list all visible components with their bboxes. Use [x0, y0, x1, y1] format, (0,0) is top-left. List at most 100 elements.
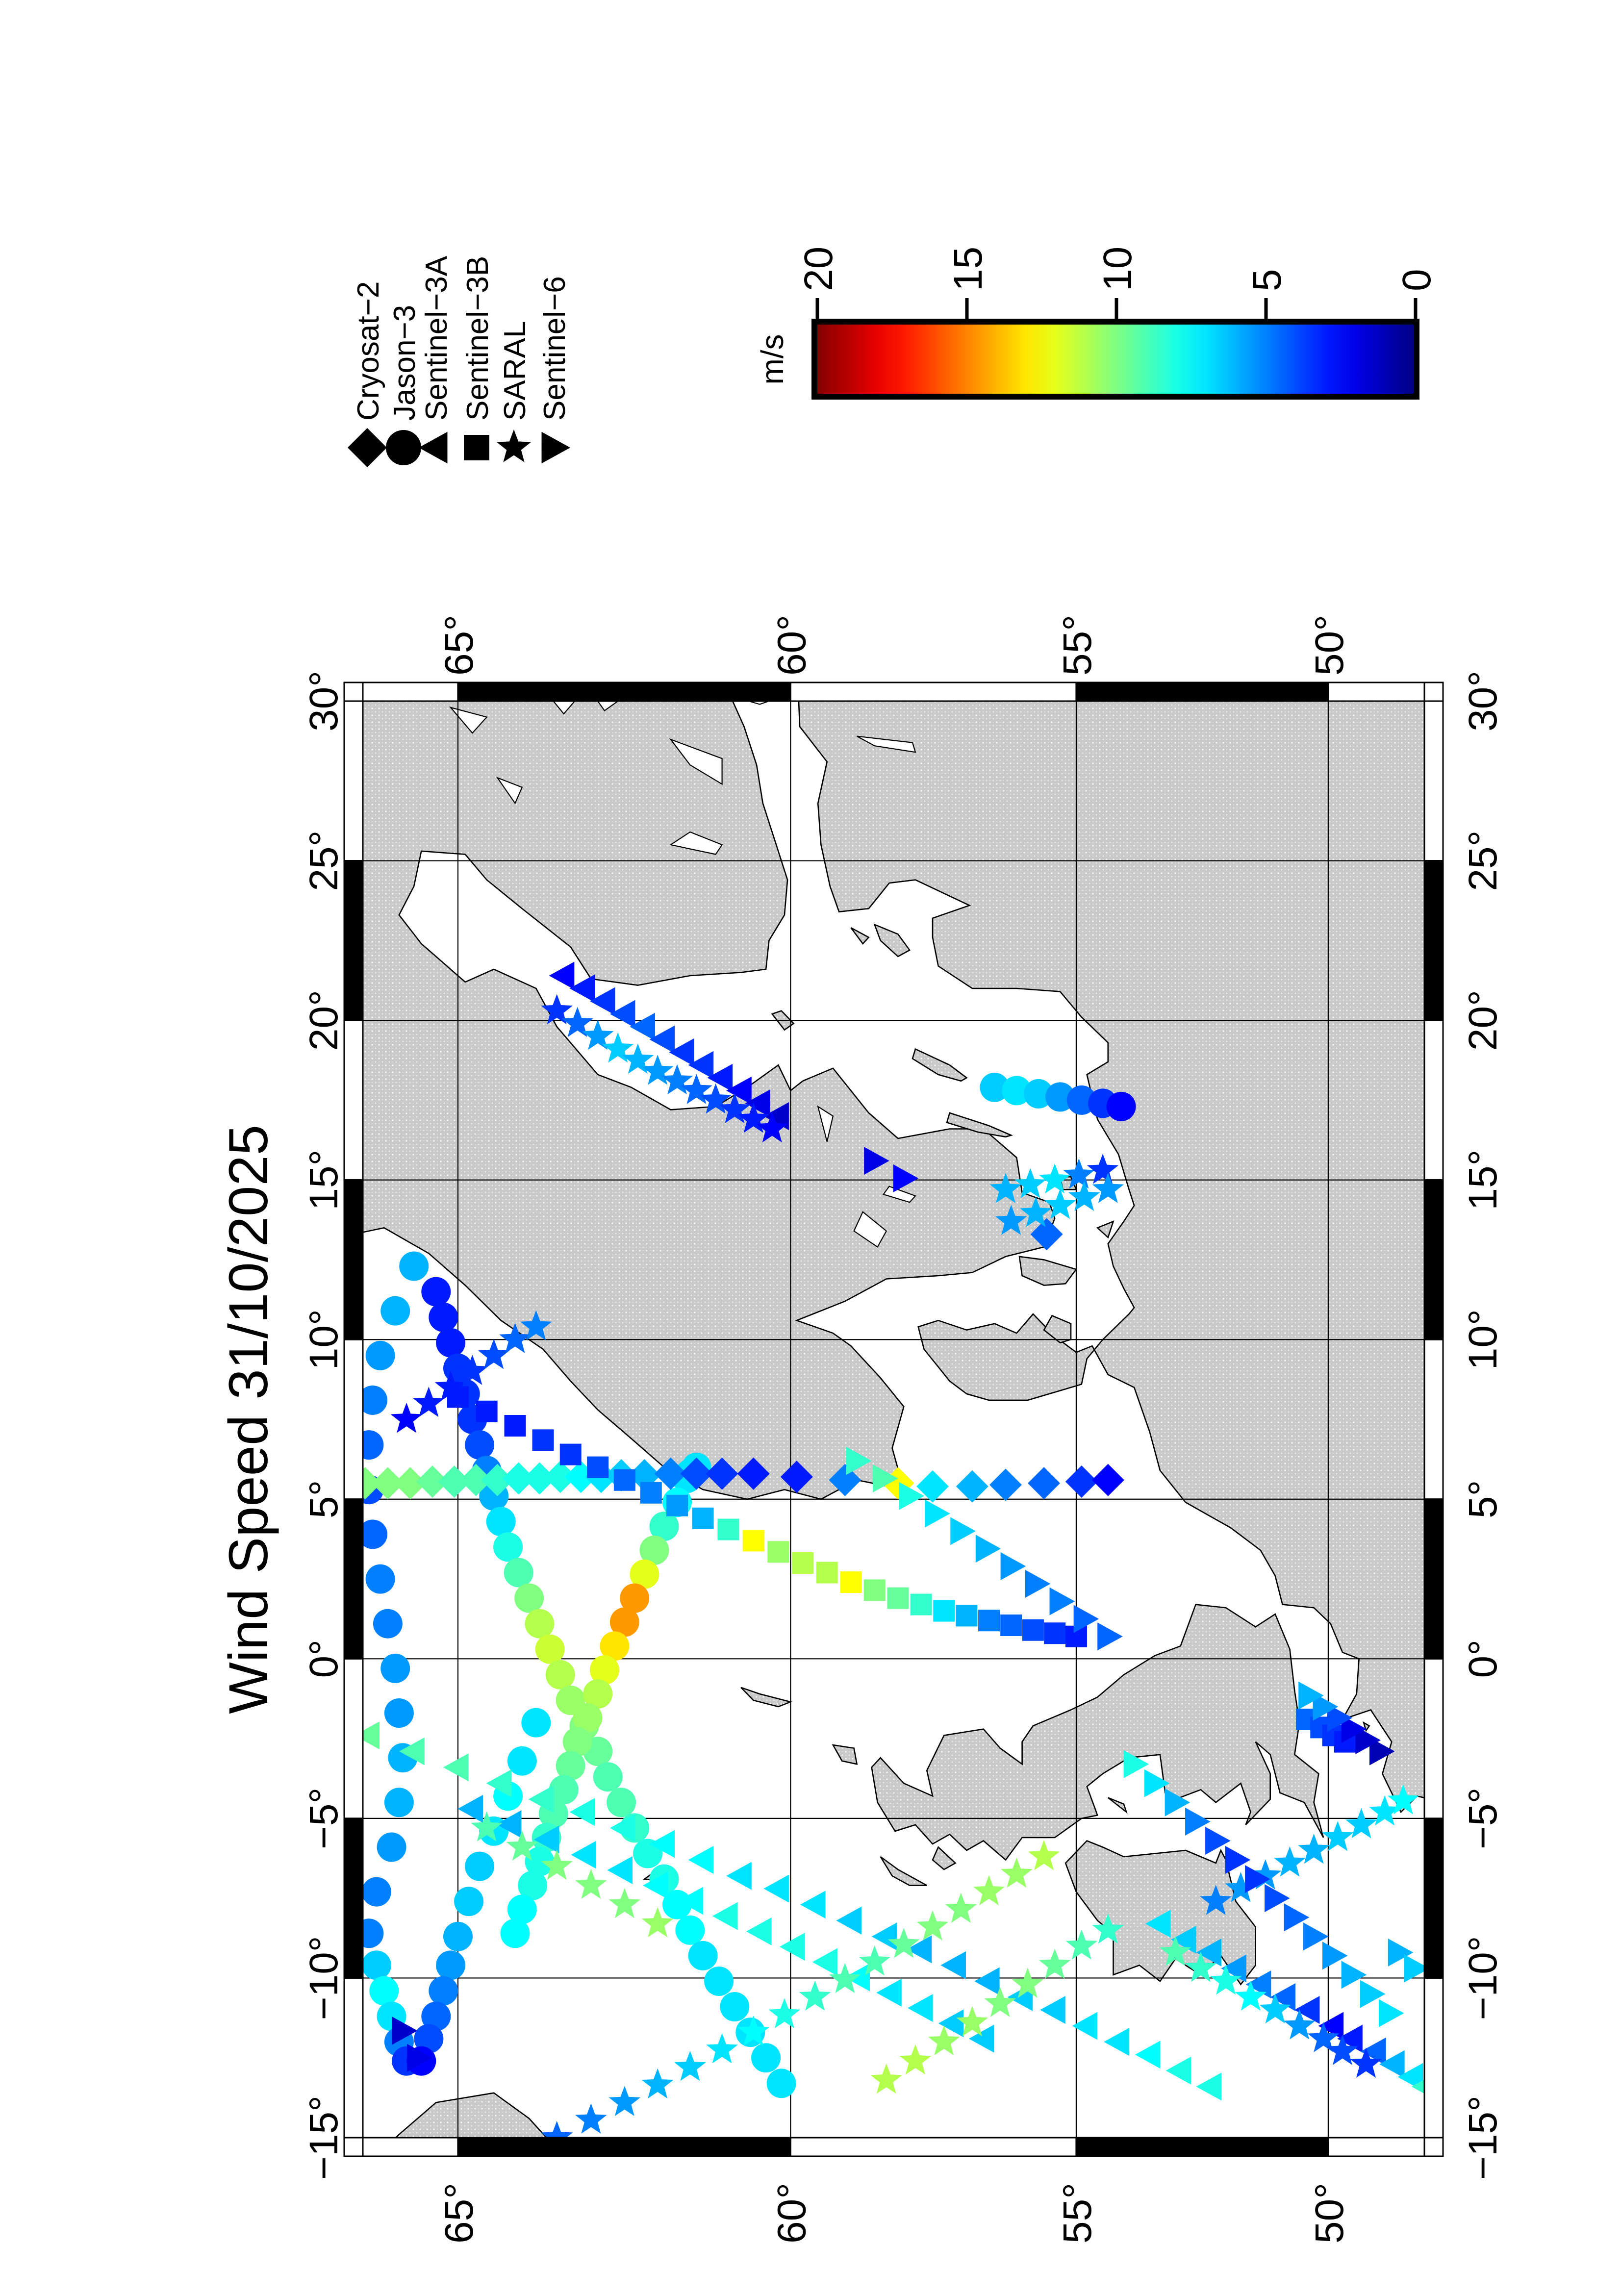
track-saral	[1159, 1936, 1382, 2078]
data-point	[1221, 1954, 1246, 1983]
data-point	[975, 1535, 1001, 1563]
data-point	[571, 1841, 596, 1869]
data-point	[514, 1583, 544, 1613]
data-point	[1135, 2041, 1161, 2069]
data-point	[1000, 1552, 1026, 1581]
data-point	[528, 1785, 554, 1814]
data-point	[1205, 1826, 1231, 1855]
lat-label-bottom: 50°	[1307, 2183, 1352, 2244]
data-point	[1065, 1625, 1087, 1647]
page-title: Wind Speed 31/10/2025	[218, 1125, 279, 1714]
legend-marker-triangle-left-icon	[419, 431, 448, 464]
data-point	[649, 1025, 675, 1054]
data-point	[763, 1874, 789, 1903]
track-saral	[471, 1811, 674, 1938]
lon-label-right: −5°	[1461, 1788, 1505, 1849]
lat-label-bottom: 55°	[1055, 2183, 1100, 2244]
data-point	[535, 1634, 565, 1664]
colorbar-tick-label: 20	[796, 247, 841, 291]
data-point	[589, 987, 615, 1015]
data-point	[980, 1072, 1010, 1102]
data-point	[907, 1994, 933, 2022]
data-point	[1068, 1181, 1100, 1211]
data-point	[456, 1355, 488, 1385]
track-sentinel-3a	[457, 1794, 994, 2053]
lon-label-right: 30°	[1461, 671, 1505, 732]
data-point	[916, 1910, 949, 1941]
lat-label-top: 55°	[1055, 615, 1100, 676]
coastline	[1107, 1797, 1128, 1814]
data-point	[799, 1980, 831, 2011]
data-point	[1270, 1983, 1296, 2012]
data-point	[1318, 2012, 1344, 2040]
data-point	[506, 1830, 538, 1861]
data-point	[956, 2006, 988, 2037]
data-point	[1235, 1980, 1266, 2011]
colorbar-units-label: m/s	[755, 334, 790, 384]
data-point	[1307, 2022, 1340, 2052]
data-point	[870, 2063, 902, 2094]
data-point	[1185, 1951, 1217, 1982]
data-point	[1022, 1619, 1044, 1641]
colorbar-tick-label: 5	[1245, 269, 1290, 291]
data-point	[525, 1846, 555, 1876]
track-saral	[1200, 1784, 1419, 1915]
data-point	[587, 1456, 609, 1478]
data-point	[1044, 1188, 1076, 1219]
data-point	[1303, 1922, 1329, 1951]
data-point	[899, 1482, 925, 1510]
data-point	[688, 1846, 714, 1874]
data-point	[1145, 1910, 1171, 1938]
data-point	[544, 1461, 577, 1493]
data-point	[429, 1976, 458, 2006]
coastline	[798, 701, 1424, 1814]
data-point	[688, 1941, 718, 1970]
track-saral	[995, 1173, 1124, 1235]
lon-label-right: 10°	[1461, 1309, 1505, 1370]
data-point	[559, 1443, 582, 1465]
data-point	[675, 1915, 705, 1945]
data-point	[1327, 1704, 1353, 1732]
data-point	[609, 1000, 635, 1028]
data-point	[363, 1721, 380, 1750]
data-point	[1106, 1091, 1136, 1121]
data-point	[661, 1064, 693, 1095]
data-point	[643, 1871, 668, 1900]
data-point	[507, 1746, 537, 1776]
colorbar: 20 15 10 5 0 m/s	[755, 247, 1439, 400]
frame-corner	[343, 2137, 364, 2157]
data-point	[706, 2033, 738, 2064]
data-point	[630, 1012, 655, 1041]
lon-label-left: 20°	[302, 990, 346, 1051]
track-cryosat-2	[1030, 1218, 1063, 1251]
data-point	[859, 1945, 891, 1976]
lon-label-right: 25°	[1461, 831, 1505, 891]
data-point	[1387, 1784, 1419, 1815]
lon-label-right: 20°	[1461, 990, 1505, 1051]
data-point	[613, 1469, 635, 1491]
data-point	[504, 1558, 533, 1588]
data-point	[1200, 1885, 1232, 1915]
data-point	[1028, 1467, 1061, 1500]
data-point	[609, 1607, 639, 1637]
data-point	[363, 1430, 384, 1460]
colorbar-tick-label: 10	[1095, 247, 1140, 291]
data-point	[593, 1762, 623, 1792]
data-point	[1337, 2024, 1363, 2053]
legend-item-label: Sentinel−3A	[420, 255, 454, 421]
data-point	[887, 1587, 909, 1609]
coastline	[850, 927, 870, 945]
lon-label-left: −10°	[302, 1936, 346, 2020]
data-point	[1065, 1929, 1098, 1960]
data-point	[421, 2001, 451, 2031]
lake	[853, 1211, 887, 1248]
data-point	[688, 1051, 714, 1079]
track-sentinel-6	[846, 1447, 1123, 1651]
data-point	[609, 1814, 635, 1842]
data-point	[1049, 1587, 1075, 1615]
lake	[449, 706, 488, 734]
data-point	[471, 1811, 503, 1842]
data-point	[500, 1918, 530, 1948]
data-point	[436, 1328, 466, 1358]
data-point	[562, 1727, 592, 1757]
